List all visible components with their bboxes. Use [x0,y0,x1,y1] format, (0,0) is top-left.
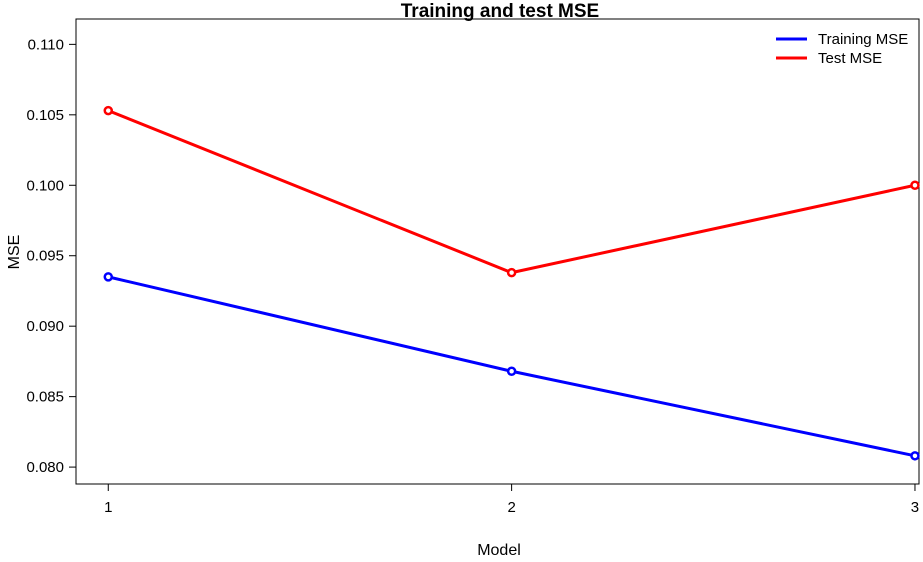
x-axis: 1 2 3 [104,484,919,516]
data-point-test-mse [506,267,517,278]
y-tick-label: 0.095 [26,248,64,265]
data-point-test-mse [910,180,920,191]
x-tick-label: 3 [911,499,919,516]
y-axis: 0.080 0.085 0.090 0.095 0.100 0.105 0.110 [26,36,76,476]
y-tick-label: 0.080 [26,459,64,476]
y-tick-label: 0.085 [26,389,64,406]
y-tick-label: 0.105 [26,107,64,124]
chart-title: Training and test MSE [401,1,599,22]
x-tick-label: 1 [104,499,112,516]
data-point-training-mse [103,272,114,282]
series-line-training-mse [107,275,916,458]
data-point-training-mse [910,451,920,461]
y-axis-label: MSE [6,235,23,270]
series-layer [103,105,920,461]
legend-label: Training MSE [818,31,908,48]
x-axis-label: Model [477,542,521,559]
plot-area [75,18,920,485]
y-tick-label: 0.090 [26,318,64,335]
series-line-test-mse [107,109,916,275]
y-tick-label: 0.100 [26,177,64,194]
y-tick-label: 0.110 [28,36,64,53]
legend: Training MSE Test MSE [776,31,908,67]
data-point-test-mse [103,105,114,116]
x-tick-label: 2 [507,499,515,516]
legend-label: Test MSE [818,50,882,67]
data-point-training-mse [506,366,517,377]
